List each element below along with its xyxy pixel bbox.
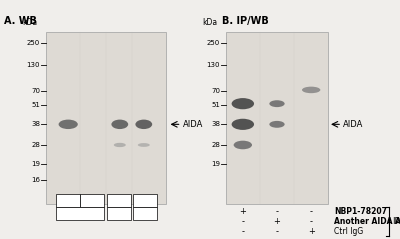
Text: 50: 50 xyxy=(63,196,73,205)
Text: AIDA: AIDA xyxy=(183,120,203,129)
Bar xyxy=(80,194,104,207)
Ellipse shape xyxy=(234,141,252,149)
Ellipse shape xyxy=(232,98,254,109)
Text: A. WB: A. WB xyxy=(4,16,37,26)
Text: +: + xyxy=(274,217,280,226)
Text: 70: 70 xyxy=(31,88,40,94)
Text: 19: 19 xyxy=(211,161,220,167)
Text: IP: IP xyxy=(392,217,400,226)
Ellipse shape xyxy=(135,120,152,129)
Text: 130: 130 xyxy=(26,62,40,68)
Text: 250: 250 xyxy=(207,40,220,46)
Text: 28: 28 xyxy=(31,142,40,148)
Bar xyxy=(56,194,80,207)
Bar xyxy=(133,207,157,220)
Text: +: + xyxy=(308,227,315,236)
Text: -: - xyxy=(310,217,313,226)
Ellipse shape xyxy=(111,120,128,129)
Text: 70: 70 xyxy=(211,88,220,94)
Text: -: - xyxy=(310,207,313,216)
Text: 50: 50 xyxy=(140,196,150,205)
Ellipse shape xyxy=(269,121,285,128)
Ellipse shape xyxy=(114,143,126,147)
Bar xyxy=(107,207,131,220)
Text: 16: 16 xyxy=(31,177,40,183)
Text: +: + xyxy=(239,207,246,216)
Text: 130: 130 xyxy=(206,62,220,68)
Text: kDa: kDa xyxy=(22,18,37,27)
Text: 28: 28 xyxy=(211,142,220,148)
Bar xyxy=(46,32,166,204)
Text: AIDA: AIDA xyxy=(343,120,364,129)
Text: -: - xyxy=(241,217,244,226)
Text: 51: 51 xyxy=(211,102,220,109)
Ellipse shape xyxy=(138,143,150,147)
Text: 38: 38 xyxy=(31,121,40,127)
Ellipse shape xyxy=(58,120,78,129)
Text: 15: 15 xyxy=(87,196,97,205)
Text: J: J xyxy=(118,209,120,218)
Bar xyxy=(133,194,157,207)
Ellipse shape xyxy=(302,87,320,93)
Text: T: T xyxy=(143,209,147,218)
Text: NBP1-78207: NBP1-78207 xyxy=(334,207,387,216)
Text: HeLa: HeLa xyxy=(70,209,90,218)
Text: kDa: kDa xyxy=(202,18,217,27)
Text: B. IP/WB: B. IP/WB xyxy=(222,16,269,26)
Text: Another AIDA Ab: Another AIDA Ab xyxy=(334,217,400,226)
Ellipse shape xyxy=(269,100,285,107)
Text: Ctrl IgG: Ctrl IgG xyxy=(334,227,363,236)
Text: 38: 38 xyxy=(211,121,220,127)
Text: 50: 50 xyxy=(114,196,124,205)
Bar xyxy=(226,32,328,204)
Text: 51: 51 xyxy=(31,102,40,109)
Bar xyxy=(56,207,104,220)
Bar xyxy=(107,194,131,207)
Text: -: - xyxy=(241,227,244,236)
Text: -: - xyxy=(276,227,278,236)
Text: 19: 19 xyxy=(31,161,40,167)
Ellipse shape xyxy=(232,119,254,130)
Text: -: - xyxy=(276,207,278,216)
Text: 250: 250 xyxy=(27,40,40,46)
